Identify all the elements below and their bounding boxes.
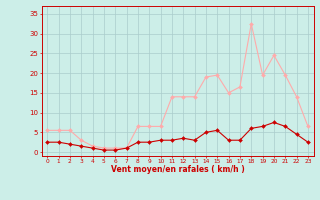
X-axis label: Vent moyen/en rafales ( km/h ): Vent moyen/en rafales ( km/h ) xyxy=(111,165,244,174)
